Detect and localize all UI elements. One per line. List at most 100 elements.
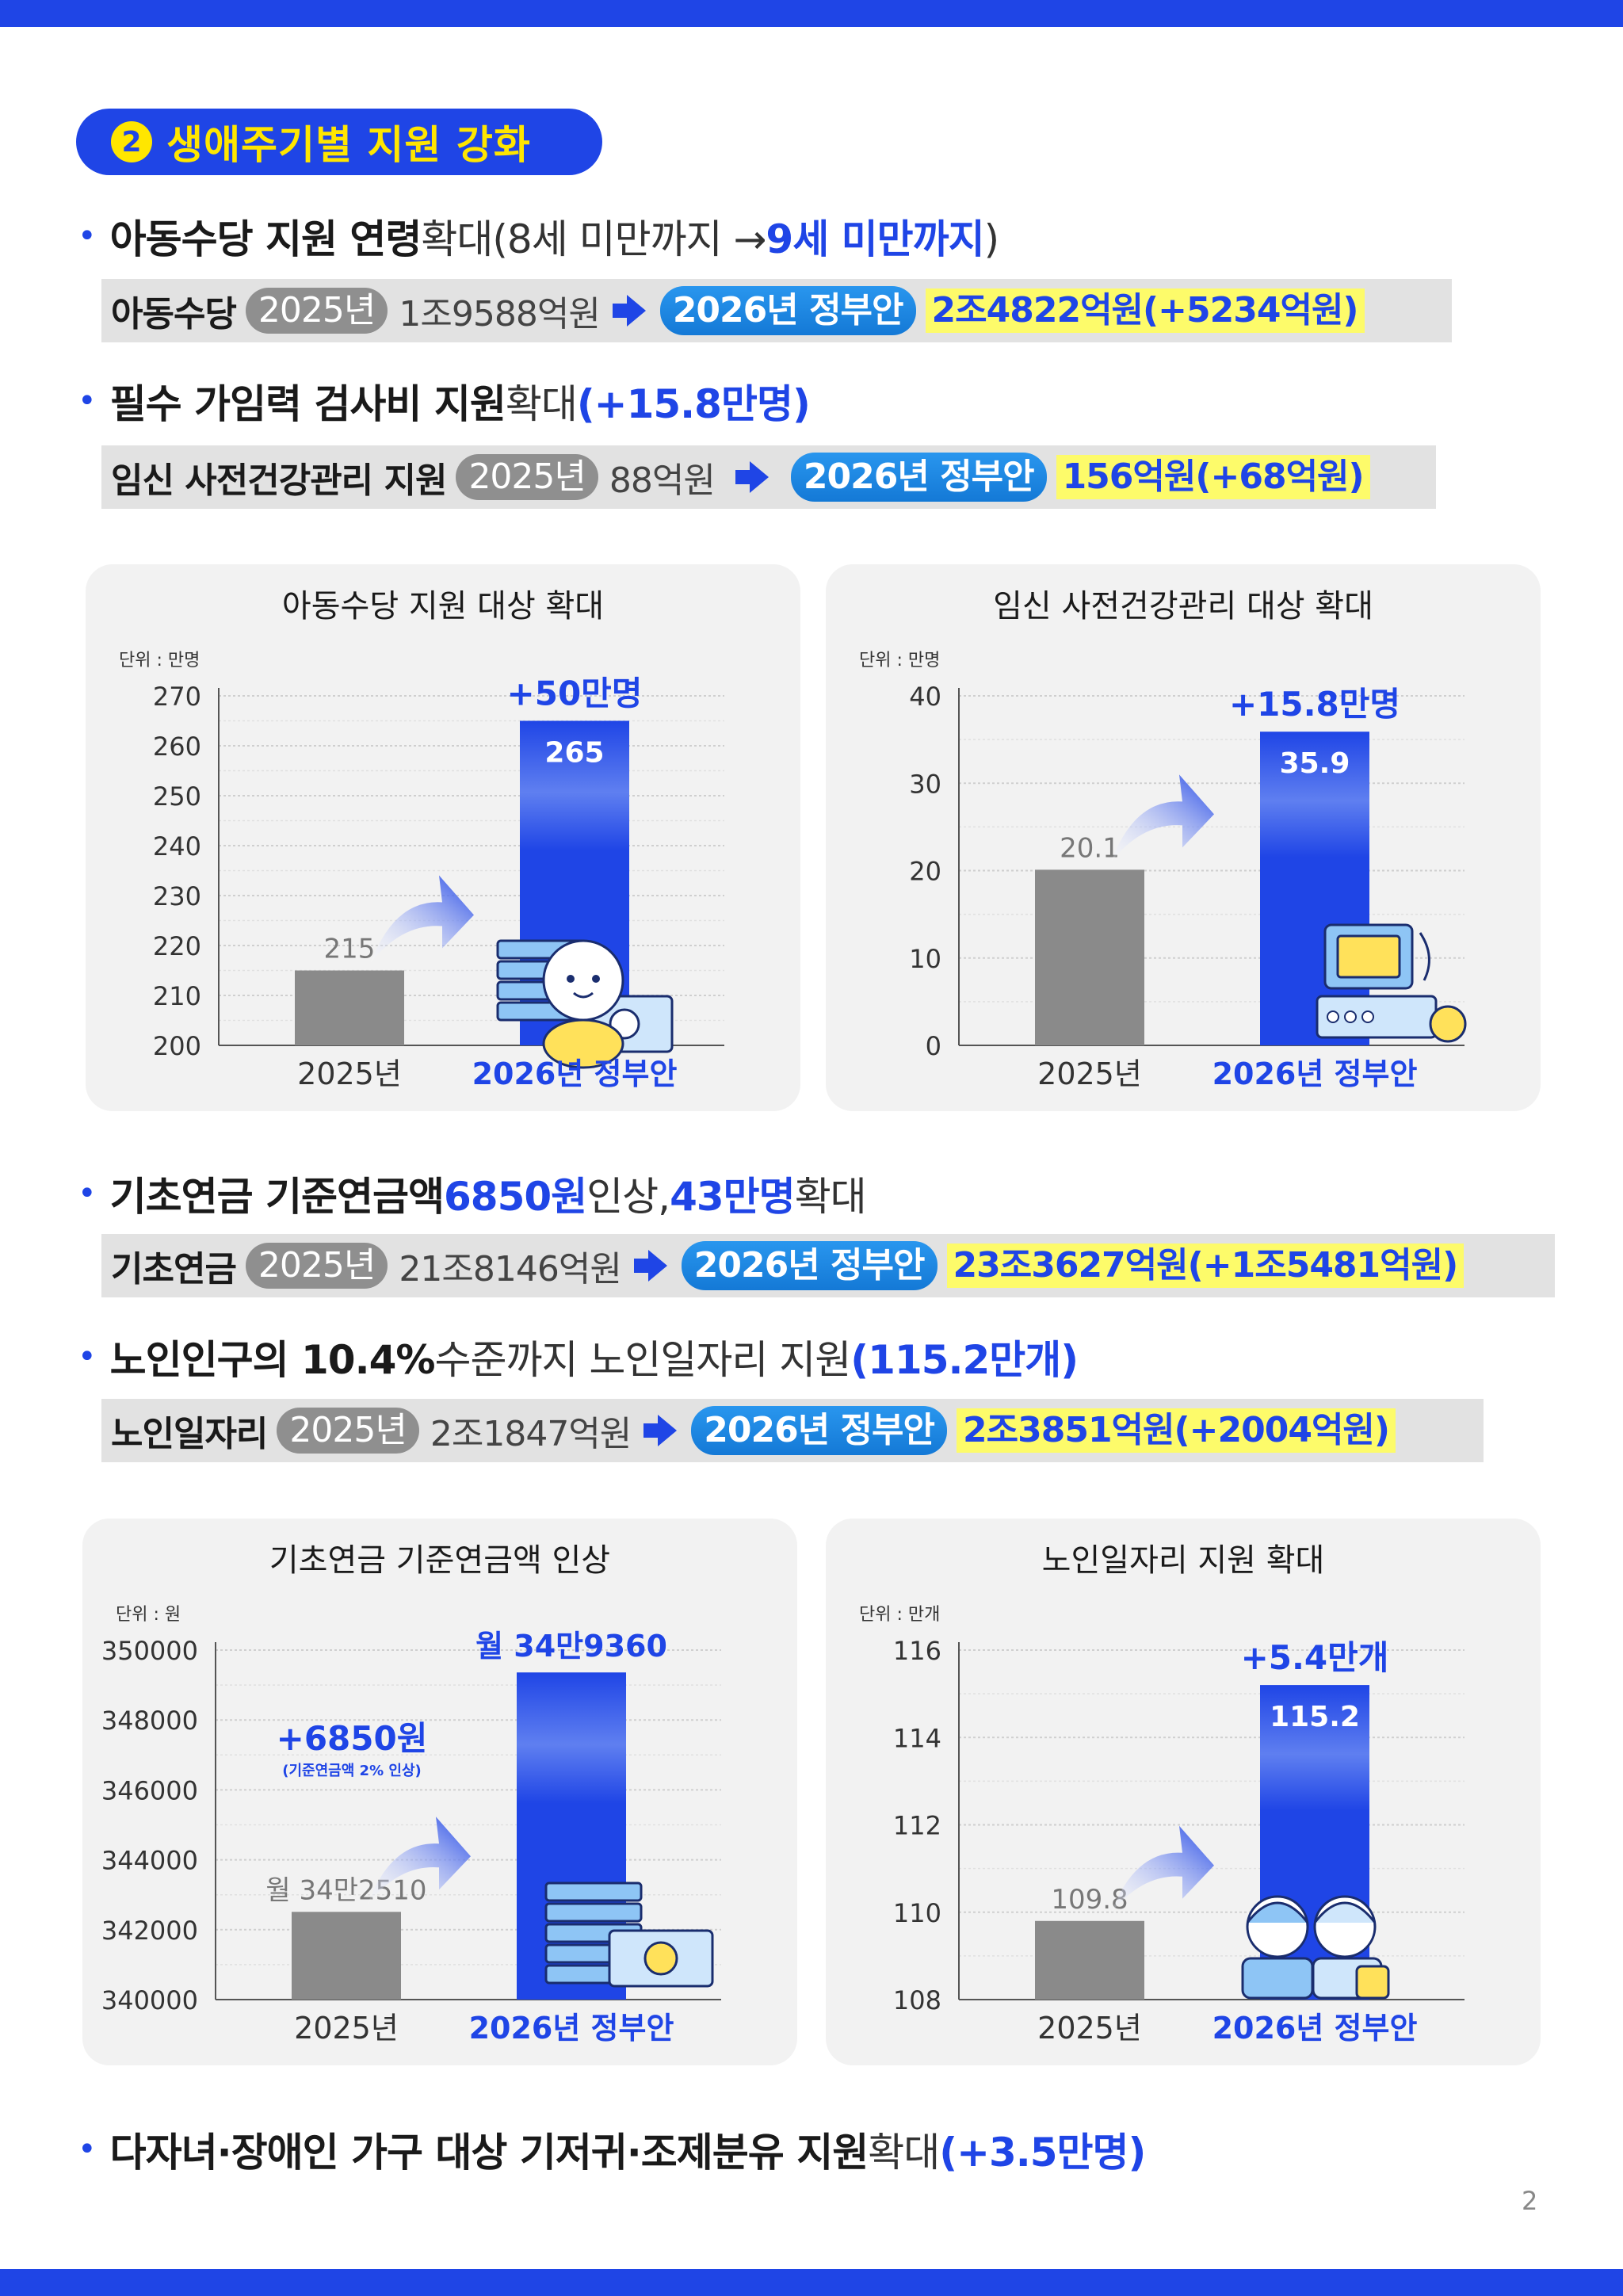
ultrasound-machine-icon bbox=[1316, 923, 1467, 1043]
bullet-regular-text: 확대 bbox=[505, 381, 578, 427]
infobar-basic-pension: 기초연금 2025년 21조8146억원 2026년 정부안 23조3627억원… bbox=[101, 1234, 1555, 1297]
infobar-name: 노인일자리 bbox=[111, 1414, 268, 1454]
new-budget: 2조3851억원(+2004억원) bbox=[957, 1408, 1396, 1453]
increase-annotation: +6850원 bbox=[277, 1719, 428, 1758]
chart-title: 노인일자리 지원 확대 bbox=[1042, 1542, 1325, 1579]
value-label-2025: 215 bbox=[324, 934, 376, 965]
y-tick-label: 348000 bbox=[101, 1706, 198, 1736]
right-arrow-icon bbox=[612, 295, 646, 327]
year-badge: 2025년 bbox=[456, 454, 598, 500]
bullet-dot: • bbox=[78, 1339, 97, 1375]
bullet-regular-text: 확대(8세 미만까지 → bbox=[421, 216, 766, 262]
bullet-child-allowance: • 아동수당 지원 연령 확대(8세 미만까지 → 9세 미만까지 ) bbox=[78, 208, 999, 265]
bullet-dot: • bbox=[78, 218, 97, 254]
right-arrow-icon bbox=[633, 1250, 667, 1282]
bullet-dot: • bbox=[78, 1175, 97, 1212]
old-budget: 21조8146억원 bbox=[399, 1249, 621, 1289]
trend-arrow-icon bbox=[368, 1817, 471, 1904]
new-budget: 2조4822억원(+5234억원) bbox=[925, 288, 1365, 333]
trend-arrow-icon bbox=[1111, 1825, 1214, 1913]
bullet-senior-jobs: • 노인인구의 10.4% 수준까지 노인일자리 지원 (115.2만개) bbox=[78, 1328, 1079, 1385]
y-tick-label: 230 bbox=[153, 881, 201, 911]
old-budget: 1조9588억원 bbox=[399, 294, 600, 334]
value-label-2025: 20.1 bbox=[1060, 832, 1120, 864]
bar-2025 bbox=[1035, 869, 1144, 1045]
y-tick-label: 344000 bbox=[101, 1846, 198, 1876]
old-budget: 88억원 bbox=[609, 460, 716, 501]
x-category-label: 2026년 정부안 bbox=[472, 1056, 678, 1091]
bullet-regular-text: 인상, bbox=[586, 1174, 670, 1220]
chart-card-pregnancy-care: 임신 사전건강관리 대상 확대 단위 : 만명 0 10 20 30 40 20.1 35.9 +… bbox=[826, 564, 1541, 1111]
new-year-badge: 2026년 정부안 bbox=[681, 1241, 938, 1290]
bar-2025 bbox=[295, 970, 404, 1045]
increase-annotation: +5.4만개 bbox=[1241, 1638, 1389, 1677]
section-header: 2 생애주기별 지원 강화 bbox=[76, 109, 602, 175]
page-number: 2 bbox=[1522, 2186, 1538, 2216]
chart-card-child-allowance: 아동수당 지원 대상 확대 단위 : 만명 200 210 220 230 240 250 26… bbox=[86, 564, 800, 1111]
bullet-regular-text: 확대 bbox=[794, 1174, 867, 1220]
year-badge: 2025년 bbox=[277, 1408, 419, 1454]
trend-arrow-icon bbox=[1111, 774, 1214, 862]
chart-card-basic-pension: 기초연금 기준연금액 인상 단위 : 원 340000 342000 344000 346… bbox=[82, 1519, 797, 2065]
bullet-blue-text: (+15.8만명) bbox=[576, 381, 811, 427]
infobar-pregnancy-care: 임신 사전건강관리 지원 2025년 88억원 2026년 정부안 156억원(… bbox=[101, 445, 1436, 509]
y-tick-label: 250 bbox=[153, 781, 201, 812]
x-category-label: 2025년 bbox=[1037, 2011, 1142, 2046]
bottom-accent-bar bbox=[0, 2269, 1623, 2296]
trend-arrow-icon bbox=[371, 875, 474, 963]
y-tick-label: 116 bbox=[893, 1636, 941, 1666]
top-accent-bar bbox=[0, 0, 1623, 27]
bullet-bold-text: 노인인구의 10.4% bbox=[109, 1337, 436, 1383]
section-number-badge: 2 bbox=[111, 121, 152, 162]
y-tick-label: 10 bbox=[909, 944, 941, 974]
x-category-label: 2025년 bbox=[297, 1056, 402, 1091]
infobar-name: 아동수당 bbox=[111, 294, 237, 334]
y-tick-label: 220 bbox=[153, 931, 201, 961]
right-arrow-icon bbox=[735, 461, 769, 493]
infobar-senior-jobs: 노인일자리 2025년 2조1847억원 2026년 정부안 2조3851억원(… bbox=[101, 1399, 1484, 1462]
bullet-dot: • bbox=[78, 383, 97, 419]
chart-unit-label: 단위 : 만개 bbox=[859, 1605, 940, 1625]
y-tick-label: 340000 bbox=[101, 1985, 198, 2015]
y-tick-label: 200 bbox=[153, 1031, 201, 1061]
new-budget: 23조3627억원(+1조5481억원) bbox=[946, 1244, 1465, 1288]
bullet-bold-text: 아동수당 지원 연령 bbox=[109, 216, 422, 262]
y-tick-label: 20 bbox=[909, 857, 941, 887]
new-year-badge: 2026년 정부안 bbox=[659, 286, 916, 335]
y-tick-label: 342000 bbox=[101, 1916, 198, 1946]
y-tick-label: 270 bbox=[153, 682, 201, 712]
y-tick-label: 114 bbox=[893, 1723, 941, 1753]
year-badge: 2025년 bbox=[245, 1243, 388, 1289]
increase-annotation: +50만명 bbox=[507, 674, 643, 713]
y-tick-label: 110 bbox=[893, 1898, 941, 1928]
bullet-dot: • bbox=[78, 2131, 97, 2168]
senior-workers-icon bbox=[1241, 1895, 1390, 2000]
y-tick-label: 240 bbox=[153, 831, 201, 861]
bullet-blue-text: 9세 미만까지 bbox=[766, 216, 984, 262]
bullet-blue-text: 6850원 bbox=[444, 1174, 587, 1220]
x-category-label: 2026년 정부안 bbox=[1212, 1056, 1418, 1091]
section-title: 생애주기별 지원 강화 bbox=[166, 122, 531, 168]
x-category-label: 2026년 정부안 bbox=[469, 2011, 674, 2046]
bar-2026 bbox=[1260, 732, 1369, 1045]
new-year-badge: 2026년 정부안 bbox=[691, 1406, 947, 1455]
infobar-child-allowance: 아동수당 2025년 1조9588억원 2026년 정부안 2조4822억원(+… bbox=[101, 279, 1452, 342]
bullet-bold-text: 기초연금 기준연금액 bbox=[109, 1174, 445, 1220]
bullet-bold-text: 필수 가임력 검사비 지원 bbox=[109, 381, 506, 427]
chart-unit-label: 단위 : 원 bbox=[116, 1605, 181, 1625]
x-category-label: 2025년 bbox=[1037, 1056, 1142, 1091]
value-label-2026: 115.2 bbox=[1270, 1701, 1360, 1733]
value-label-2025: 109.8 bbox=[1051, 1884, 1128, 1916]
x-category-label: 2025년 bbox=[294, 2011, 399, 2046]
y-tick-label: 346000 bbox=[101, 1775, 198, 1805]
bullet-regular-text: 확대 bbox=[868, 2130, 940, 2176]
infobar-name: 임신 사전건강관리 지원 bbox=[111, 460, 447, 501]
bullet-regular-text: 수준까지 노인일자리 지원 bbox=[434, 1337, 851, 1383]
bar-2025 bbox=[1035, 1920, 1144, 2000]
bullet-blue-text: (115.2만개) bbox=[850, 1337, 1079, 1383]
new-budget: 156억원(+68억원) bbox=[1056, 455, 1370, 499]
bullet-blue-text: 43만명 bbox=[670, 1174, 796, 1220]
year-badge: 2025년 bbox=[245, 288, 388, 334]
